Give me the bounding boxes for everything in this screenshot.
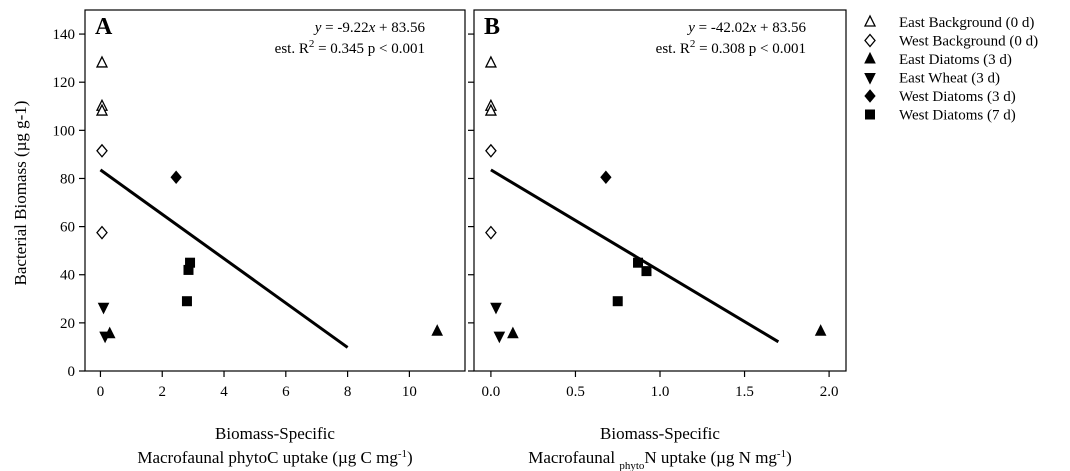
legend-label: West Diatoms (7 d) xyxy=(899,108,1016,124)
data-point xyxy=(484,103,497,116)
data-point xyxy=(507,326,519,339)
data-point xyxy=(97,302,110,315)
x-tick-label: 10 xyxy=(402,384,417,400)
legend-marker xyxy=(864,33,876,48)
regression-stats-part: = 0.308 p < 0.001 xyxy=(695,41,806,57)
regression-equation-part: + 83.56 xyxy=(756,20,806,36)
panel-letter: A xyxy=(95,14,113,40)
regression-stats-part: est. R xyxy=(656,41,690,57)
regression-equation-part: y xyxy=(313,20,322,36)
legend: East Background (0 d) West Background (0 … xyxy=(863,14,1038,124)
legend-marker xyxy=(864,89,876,103)
y-tick-label: 0 xyxy=(68,364,76,380)
x-tick-label: 8 xyxy=(344,384,352,400)
regression-stats-part: est. R xyxy=(275,41,309,57)
regression-stats-part: = 0.345 p < 0.001 xyxy=(314,41,425,57)
data-point xyxy=(95,55,109,68)
x-axis-title-line2-part: Macrofaunal phytoC uptake (µg C mg xyxy=(137,448,398,467)
x-axis-title-line2-part: -1 xyxy=(398,448,407,460)
y-tick-label: 120 xyxy=(53,75,76,91)
y-tick-label: 40 xyxy=(60,268,75,284)
data-point xyxy=(485,225,497,240)
x-tick-label: 2 xyxy=(158,384,166,400)
data-point xyxy=(181,296,192,307)
data-point xyxy=(485,143,497,158)
data-point xyxy=(493,331,506,344)
x-axis-title-line2: Macrofaunal phytoN uptake (µg N mg-1) xyxy=(528,448,792,471)
regression-equation-part: y xyxy=(686,20,695,36)
data-point xyxy=(612,296,623,307)
x-axis-title-line1: Biomass-Specific xyxy=(215,424,335,443)
x-axis-title-line1: Biomass-Specific xyxy=(600,424,720,443)
data-point xyxy=(185,257,196,268)
legend-label: West Diatoms (3 d) xyxy=(899,89,1016,105)
x-axis-title-line2-part: ) xyxy=(407,448,413,467)
x-axis-title-line2-part: ) xyxy=(786,448,792,467)
regression-stats-part: 2 xyxy=(690,38,696,50)
x-tick-label: 6 xyxy=(282,384,290,400)
regression-equation: y = -9.22x + 83.56 xyxy=(313,20,426,36)
regression-equation-part: x xyxy=(368,20,376,36)
data-point xyxy=(95,103,109,116)
data-point xyxy=(641,266,652,277)
plot-frame xyxy=(473,9,847,372)
legend-label: West Background (0 d) xyxy=(899,34,1038,50)
regression-line xyxy=(490,168,780,344)
data-point xyxy=(96,225,108,240)
x-axis-title-line2-part: Macrofaunal xyxy=(528,448,619,467)
x-axis-title-line2: Macrofaunal phytoC uptake (µg C mg-1) xyxy=(137,448,412,467)
data-point xyxy=(484,55,497,68)
legend-label: East Diatoms (3 d) xyxy=(899,52,1012,68)
y-tick-label: 60 xyxy=(60,220,75,236)
regression-line xyxy=(99,168,349,349)
y-tick-label: 140 xyxy=(53,27,76,43)
x-tick-label: 1.0 xyxy=(651,384,670,400)
data-point xyxy=(431,324,444,336)
y-tick-label: 80 xyxy=(60,171,75,187)
x-axis-title-line2-part: -1 xyxy=(777,448,786,460)
x-tick-label: 2.0 xyxy=(820,384,839,400)
x-tick-label: 1.5 xyxy=(735,384,754,400)
data-point xyxy=(814,324,827,336)
legend-marker xyxy=(864,73,876,85)
data-point xyxy=(633,257,644,268)
x-tick-label: 0.0 xyxy=(482,384,501,400)
regression-stats-part: 2 xyxy=(309,38,315,50)
x-axis-title-line2-part: phyto xyxy=(619,460,645,471)
regression-equation-part: = -42.02 xyxy=(695,20,750,36)
x-tick-label: 0.5 xyxy=(566,384,585,400)
panel-letter: B xyxy=(484,14,500,40)
regression-stats: est. R2 = 0.308 p < 0.001 xyxy=(656,38,806,57)
x-axis-title-line2-part: N uptake (µg N mg xyxy=(644,448,777,467)
regression-equation-part: + 83.56 xyxy=(375,20,425,36)
y-tick-label: 20 xyxy=(60,316,75,332)
panel-b: 0.0 0.5 1.0 1.5 2.0 B Biomass-Specific xyxy=(468,9,847,443)
data-point xyxy=(170,170,182,185)
legend-marker xyxy=(863,14,877,27)
x-tick-label: 4 xyxy=(220,384,228,400)
data-point xyxy=(96,143,108,158)
data-point xyxy=(490,302,502,315)
y-tick-label: 100 xyxy=(53,123,76,139)
regression-stats: est. R2 = 0.345 p < 0.001 xyxy=(275,38,425,57)
legend-label: East Background (0 d) xyxy=(899,15,1034,31)
legend-marker xyxy=(864,51,876,64)
x-tick-label: 0 xyxy=(97,384,105,400)
regression-equation: y = -42.02x + 83.56 xyxy=(686,20,806,36)
legend-marker xyxy=(865,109,875,120)
data-point xyxy=(99,331,111,344)
y-axis-title: Bacterial Biomass (µg g-1) xyxy=(11,101,30,286)
legend-label: East Wheat (3 d) xyxy=(899,71,1000,87)
regression-equation-part: = -9.22 xyxy=(321,20,368,36)
data-point xyxy=(600,170,612,185)
regression-equation-part: x xyxy=(749,20,757,36)
plot-frame xyxy=(84,9,466,372)
